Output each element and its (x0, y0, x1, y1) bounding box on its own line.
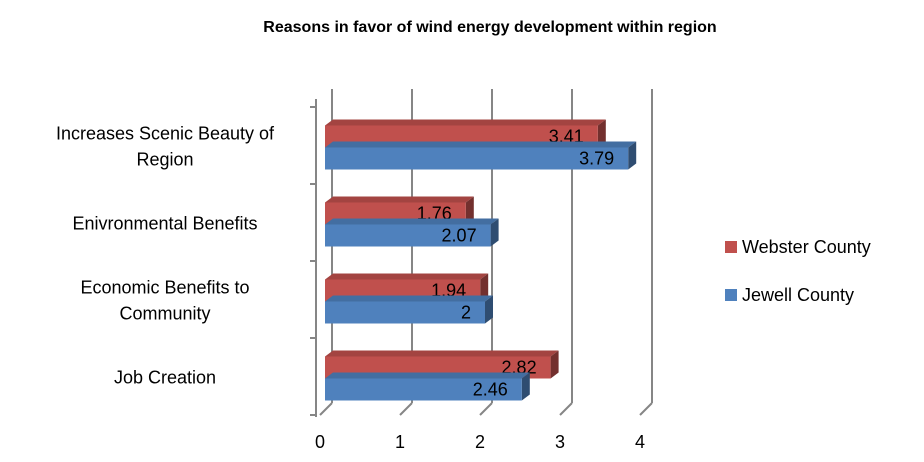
x-tick-label: 1 (395, 432, 405, 452)
category-label: Job Creation (114, 367, 216, 387)
value-label: 2.07 (442, 225, 477, 245)
bar (325, 218, 499, 247)
chart-title: Reasons in favor of wind energy developm… (263, 19, 716, 36)
bar (325, 372, 530, 401)
value-label: 3.41 (549, 126, 584, 146)
value-label: 2.46 (473, 379, 508, 399)
floor-line (399, 402, 413, 416)
x-tick-label: 2 (475, 432, 485, 452)
category-label: Economic Benefits to Community (80, 277, 249, 323)
value-label: 1.76 (417, 203, 452, 223)
legend-swatch (725, 289, 737, 301)
floor-line (479, 402, 493, 416)
x-tick-label: 3 (555, 432, 565, 452)
x-tick-label: 0 (315, 432, 325, 452)
value-label: 3.79 (579, 148, 614, 168)
bar (325, 295, 493, 324)
legend-label: Jewell County (742, 285, 854, 305)
value-label: 1.94 (431, 280, 466, 300)
x-tick-label: 4 (635, 432, 645, 452)
category-label: Increases Scenic Beauty of Region (56, 123, 275, 169)
legend-swatch (725, 241, 737, 253)
floor-line (559, 402, 573, 416)
value-label: 2 (461, 302, 471, 322)
category-label: Enivronmental Benefits (72, 213, 257, 233)
legend-label: Webster County (742, 237, 871, 257)
value-label: 2.82 (502, 357, 537, 377)
floor-line (639, 402, 653, 416)
floor-line (319, 402, 333, 416)
bar (325, 141, 637, 170)
